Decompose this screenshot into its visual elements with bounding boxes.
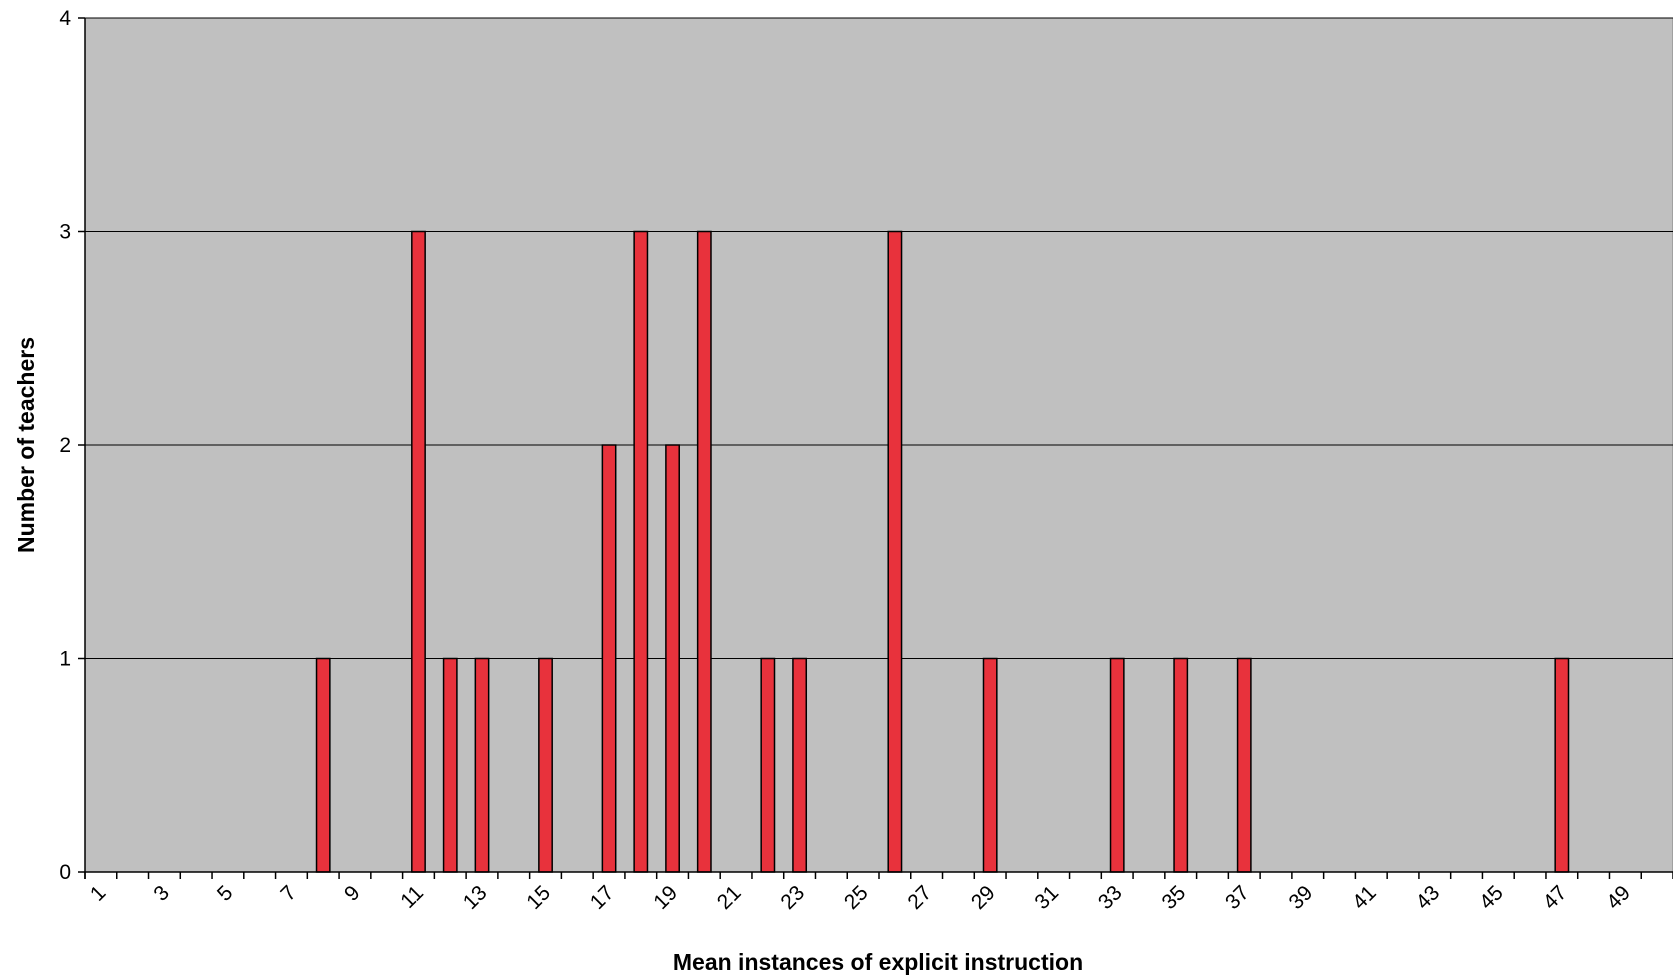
axes [78, 17, 1673, 879]
x-tick-label: 11 [396, 881, 428, 913]
y-tick-label: 1 [59, 648, 71, 671]
x-tick-label: 35 [1157, 881, 1190, 914]
bar-26 [887, 230, 903, 873]
x-tick-label: 19 [649, 881, 682, 914]
x-tick-label: 27 [903, 881, 936, 914]
x-tick-label: 5 [213, 881, 238, 906]
bar-17 [601, 444, 617, 873]
x-tick-label: 3 [149, 881, 174, 906]
bar-19 [665, 444, 680, 873]
x-tick-label: 25 [840, 881, 873, 914]
x-tick-label: 13 [459, 881, 492, 914]
x-tick-label: 43 [1412, 881, 1445, 914]
bar-12 [442, 657, 458, 873]
bar-35 [1173, 657, 1189, 873]
bar-23 [792, 657, 808, 873]
y-axis-title: Number of teachers [13, 337, 39, 553]
x-tick-label: 21 [713, 881, 746, 914]
x-tick-labels: 1 3 5 7 9 11 13 15 17 19 21 23 25 27 29 31 33 35 37 39 41 43 4… [86, 881, 1635, 914]
bar-13 [474, 657, 490, 873]
y-tick-labels: 0 1 2 3 4 [59, 7, 71, 884]
gridlines [85, 17, 1673, 659]
x-tick-label: 37 [1221, 881, 1254, 914]
x-axis-title: Mean instances of explicit instruction [673, 949, 1083, 975]
x-tick-label: 29 [967, 881, 1000, 914]
y-tick-label: 4 [59, 7, 71, 30]
x-tick-label: 23 [776, 881, 809, 914]
x-tick-label: 17 [586, 881, 619, 914]
x-tick-label: 45 [1475, 881, 1508, 914]
y-tick-label: 3 [59, 221, 71, 244]
x-tick-label: 7 [276, 881, 301, 906]
bar-37 [1236, 657, 1252, 873]
y-tick-label: 2 [59, 434, 71, 457]
bar-20 [696, 230, 712, 873]
x-tick-label: 15 [522, 881, 555, 914]
x-tick-label: 9 [340, 881, 365, 906]
x-tick-label: 49 [1602, 881, 1635, 914]
x-tick-label: 1 [86, 881, 111, 906]
bar-33 [1109, 657, 1125, 873]
bar-15 [538, 657, 553, 873]
bar-8 [315, 657, 331, 873]
bar-47 [1554, 657, 1570, 873]
x-tick-label: 33 [1094, 881, 1127, 914]
x-tick-label: 31 [1030, 881, 1063, 914]
bar-18 [633, 230, 649, 873]
bar-11 [411, 230, 426, 873]
x-tick-label: 47 [1539, 881, 1572, 914]
y-tick-label: 0 [59, 861, 71, 884]
x-tick-label: 41 [1348, 881, 1381, 914]
x-tick-label: 39 [1285, 881, 1318, 914]
bar-29 [982, 657, 998, 873]
bar-22 [760, 657, 776, 873]
